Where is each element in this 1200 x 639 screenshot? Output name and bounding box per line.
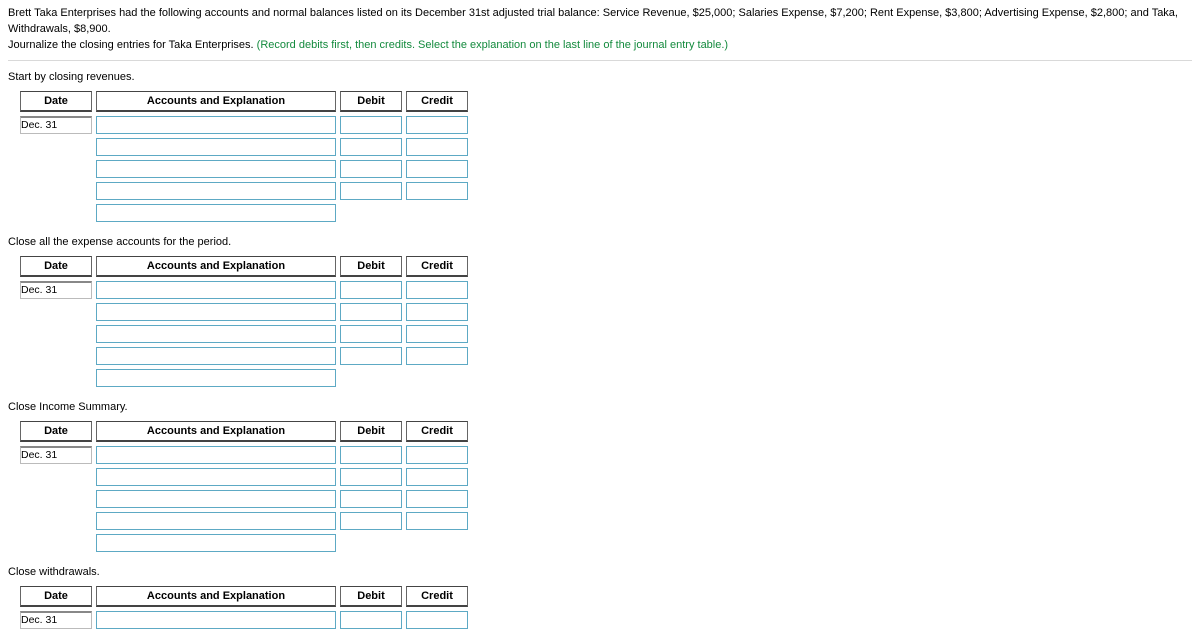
explanation-input[interactable]	[96, 204, 336, 222]
debit-input[interactable]	[340, 347, 402, 365]
account-input[interactable]	[96, 182, 336, 200]
account-input[interactable]	[96, 490, 336, 508]
credit-input[interactable]	[406, 446, 468, 464]
account-input[interactable]	[96, 446, 336, 464]
explanation-input[interactable]	[96, 369, 336, 387]
account-input[interactable]	[96, 303, 336, 321]
credit-input[interactable]	[406, 611, 468, 629]
credit-input[interactable]	[406, 303, 468, 321]
intro-instructions: (Record debits first, then credits. Sele…	[257, 39, 728, 51]
date-cell: Dec. 31	[20, 281, 92, 299]
credit-input[interactable]	[406, 281, 468, 299]
header-accounts: Accounts and Explanation	[96, 256, 336, 277]
header-debit: Debit	[340, 586, 402, 607]
debit-input[interactable]	[340, 116, 402, 134]
header-credit: Credit	[406, 91, 468, 112]
header-credit: Credit	[406, 256, 468, 277]
credit-input[interactable]	[406, 468, 468, 486]
header-date: Date	[20, 586, 92, 607]
credit-input[interactable]	[406, 490, 468, 508]
header-credit: Credit	[406, 421, 468, 442]
date-cell: Dec. 31	[20, 116, 92, 134]
credit-input[interactable]	[406, 182, 468, 200]
account-input[interactable]	[96, 347, 336, 365]
debit-input[interactable]	[340, 468, 402, 486]
header-date: Date	[20, 421, 92, 442]
header-debit: Debit	[340, 421, 402, 442]
credit-input[interactable]	[406, 347, 468, 365]
debit-input[interactable]	[340, 490, 402, 508]
intro-line-1: Brett Taka Enterprises had the following…	[8, 7, 1178, 35]
header-accounts: Accounts and Explanation	[96, 421, 336, 442]
section-label-income-summary: Close Income Summary.	[8, 401, 1192, 413]
account-input[interactable]	[96, 160, 336, 178]
debit-input[interactable]	[340, 182, 402, 200]
credit-input[interactable]	[406, 116, 468, 134]
account-input[interactable]	[96, 325, 336, 343]
debit-input[interactable]	[340, 611, 402, 629]
header-date: Date	[20, 91, 92, 112]
date-cell: Dec. 31	[20, 446, 92, 464]
header-credit: Credit	[406, 586, 468, 607]
problem-statement: Brett Taka Enterprises had the following…	[8, 6, 1192, 58]
account-input[interactable]	[96, 611, 336, 629]
section-label-withdrawals: Close withdrawals.	[8, 566, 1192, 578]
account-input[interactable]	[96, 116, 336, 134]
debit-input[interactable]	[340, 160, 402, 178]
debit-input[interactable]	[340, 512, 402, 530]
credit-input[interactable]	[406, 160, 468, 178]
credit-input[interactable]	[406, 512, 468, 530]
section-label-expenses: Close all the expense accounts for the p…	[8, 236, 1192, 248]
header-debit: Debit	[340, 91, 402, 112]
header-debit: Debit	[340, 256, 402, 277]
divider	[8, 60, 1192, 61]
journal-table-withdrawals: Date Accounts and Explanation Debit Cred…	[16, 582, 472, 633]
journal-table-income-summary: Date Accounts and Explanation Debit Cred…	[16, 417, 472, 556]
debit-input[interactable]	[340, 325, 402, 343]
debit-input[interactable]	[340, 138, 402, 156]
debit-input[interactable]	[340, 281, 402, 299]
explanation-input[interactable]	[96, 534, 336, 552]
section-label-revenues: Start by closing revenues.	[8, 71, 1192, 83]
credit-input[interactable]	[406, 325, 468, 343]
credit-input[interactable]	[406, 138, 468, 156]
account-input[interactable]	[96, 468, 336, 486]
date-cell: Dec. 31	[20, 611, 92, 629]
journal-table-revenues: Date Accounts and Explanation Debit Cred…	[16, 87, 472, 226]
account-input[interactable]	[96, 281, 336, 299]
debit-input[interactable]	[340, 303, 402, 321]
header-accounts: Accounts and Explanation	[96, 91, 336, 112]
account-input[interactable]	[96, 512, 336, 530]
journal-table-expenses: Date Accounts and Explanation Debit Cred…	[16, 252, 472, 391]
header-date: Date	[20, 256, 92, 277]
header-accounts: Accounts and Explanation	[96, 586, 336, 607]
debit-input[interactable]	[340, 446, 402, 464]
intro-line-2a: Journalize the closing entries for Taka …	[8, 39, 257, 51]
account-input[interactable]	[96, 138, 336, 156]
